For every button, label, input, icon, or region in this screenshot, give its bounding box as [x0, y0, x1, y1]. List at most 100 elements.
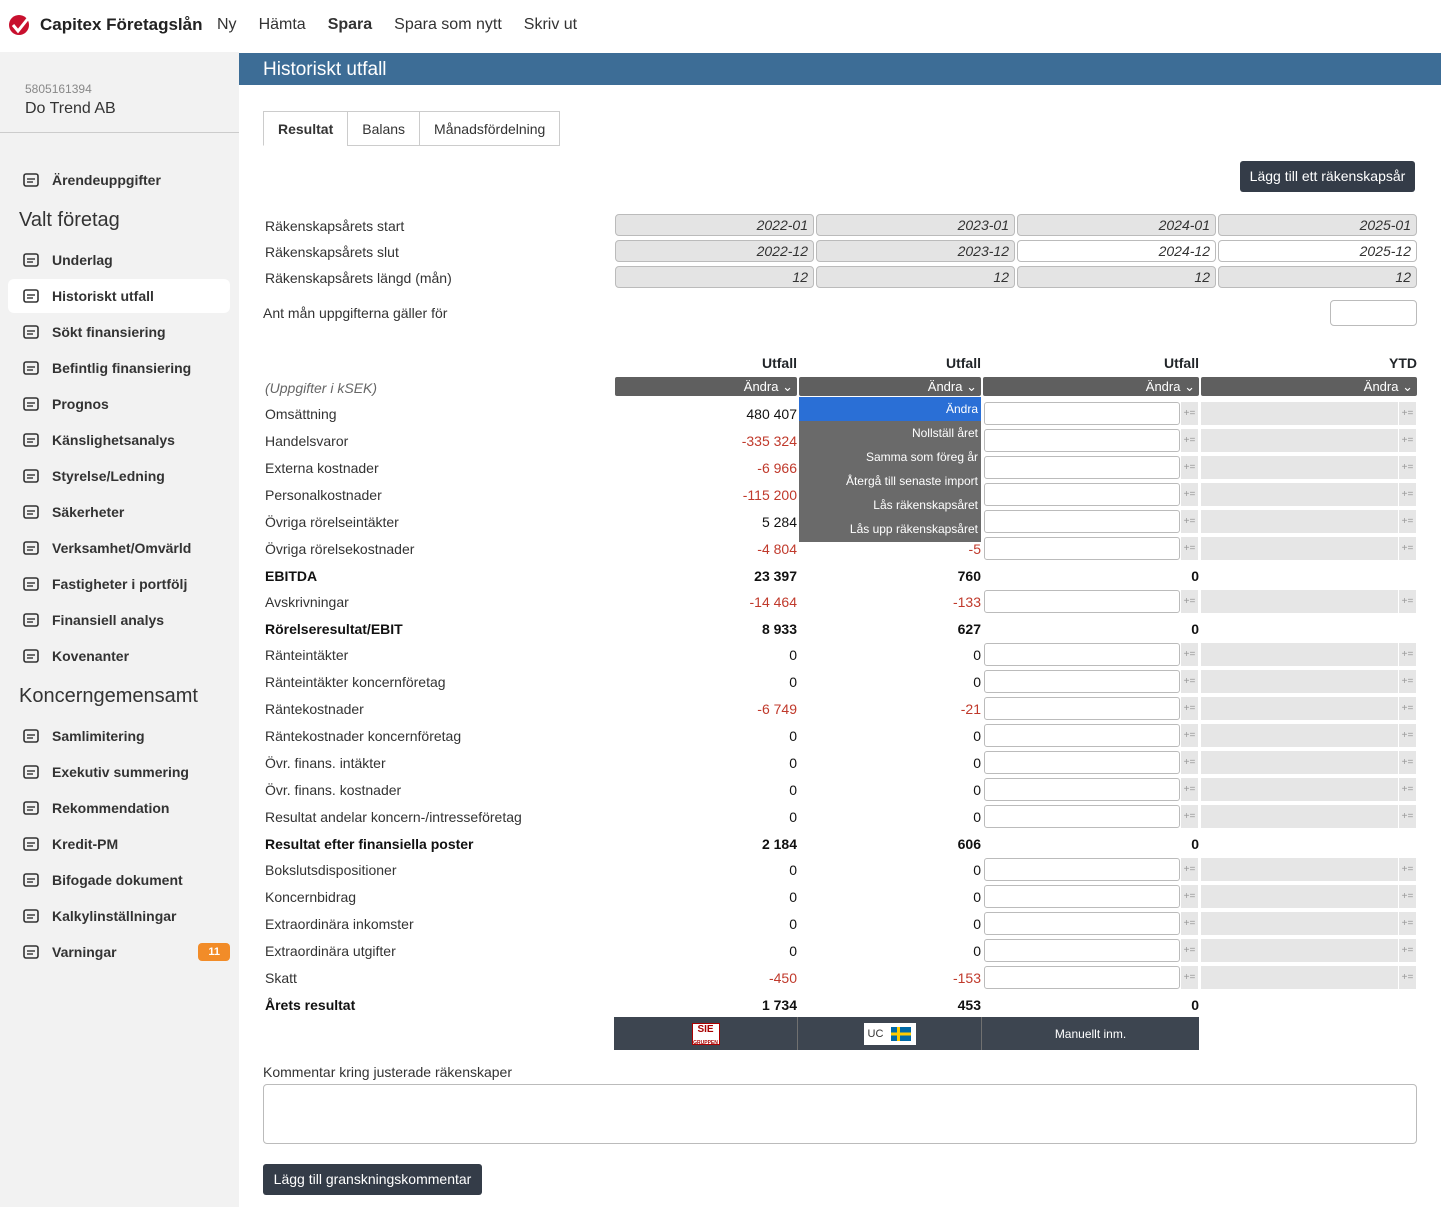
sidebar-item-prognos[interactable]: Prognos [8, 387, 230, 421]
calc-icon[interactable]: += [1181, 510, 1198, 533]
dd-atergå-import[interactable]: Återgå till senaste import [845, 474, 978, 488]
calc-icon[interactable]: += [1181, 939, 1198, 962]
tab-manadsfordelning[interactable]: Månadsfördelning [419, 111, 561, 146]
nav-spara-som-nytt[interactable]: Spara som nytt [394, 16, 502, 33]
nav-skriv-ut[interactable]: Skriv ut [523, 16, 578, 33]
calc-icon[interactable]: += [1181, 912, 1198, 935]
col-header-ytd: YTD [1389, 355, 1417, 371]
comment-textarea[interactable] [263, 1084, 1417, 1144]
nav-spara[interactable]: Spara [327, 16, 373, 33]
row-input-3[interactable] [984, 939, 1180, 962]
tab-balans[interactable]: Balans [347, 111, 421, 146]
row-input-ytd [1201, 483, 1398, 506]
row-input-3[interactable] [984, 510, 1180, 533]
sidebar-item-underlag[interactable]: Underlag [8, 243, 230, 277]
calc-icon[interactable]: += [1181, 456, 1198, 479]
row-input-3[interactable] [984, 805, 1180, 828]
nav-ny[interactable]: Ny [217, 16, 237, 33]
sidebar-item-varningar[interactable]: Varningar 11 [8, 935, 230, 969]
calc-icon[interactable]: += [1181, 697, 1198, 720]
sidebar-item-kovenanter[interactable]: Kovenanter [8, 639, 230, 673]
sidebar-item-kalkylinställningar[interactable]: Kalkylinställningar [8, 899, 230, 933]
row-input-3[interactable] [984, 402, 1180, 425]
calc-icon[interactable]: += [1181, 858, 1198, 881]
dd-andra[interactable]: Ändra [799, 397, 981, 421]
row-input-3[interactable] [984, 751, 1180, 774]
row-input-3[interactable] [984, 724, 1180, 747]
company-name: Do Trend AB [25, 100, 116, 117]
row-label: Räntekostnader [265, 701, 364, 717]
add-year-button[interactable]: Lägg till ett räkenskapsår [1240, 161, 1415, 192]
calc-icon[interactable]: += [1181, 885, 1198, 908]
sidebar-item-samlimitering[interactable]: Samlimitering [8, 719, 230, 753]
top-bar: Capitex Företagslån Ny Hämta Spara Spara… [0, 0, 1442, 52]
dd-nollstall[interactable]: Nollställ året [911, 426, 978, 440]
tab-bar: Resultat Balans Månadsfördelning [263, 111, 561, 146]
row-value-1: 0 [789, 728, 797, 744]
calc-icon: += [1399, 456, 1416, 479]
add-review-comment-button[interactable]: Lägg till granskningskommentar [263, 1164, 482, 1195]
period-start-4: 2025-01 [1218, 214, 1417, 236]
sidebar-item-verksamhet-omvärld[interactable]: Verksamhet/Omvärld [8, 531, 230, 565]
calc-icon[interactable]: += [1181, 670, 1198, 693]
row-input-3[interactable] [984, 912, 1180, 935]
col-header-3: Utfall [1164, 355, 1199, 371]
calc-icon[interactable]: += [1181, 751, 1198, 774]
sidebar-item-rekommendation[interactable]: Rekommendation [8, 791, 230, 825]
sidebar-item-säkerheter[interactable]: Säkerheter [8, 495, 230, 529]
andra-dropdown-3[interactable]: Ändra ⌄ [983, 377, 1199, 396]
brand[interactable]: Capitex Företagslån [8, 14, 203, 36]
row-input-3[interactable] [984, 966, 1180, 989]
calc-icon[interactable]: += [1181, 590, 1198, 613]
calc-icon[interactable]: += [1181, 402, 1198, 425]
calc-icon[interactable]: += [1181, 724, 1198, 747]
row-input-3[interactable] [984, 429, 1180, 452]
period-end-4[interactable]: 2025-12 [1218, 240, 1417, 262]
calc-icon[interactable]: += [1181, 429, 1198, 452]
nav-hamta[interactable]: Hämta [258, 16, 306, 33]
sidebar-item-fastigheter-i-portfölj[interactable]: Fastigheter i portfölj [8, 567, 230, 601]
sidebar-item-kredit-pm[interactable]: Kredit-PM [8, 827, 230, 861]
calc-icon[interactable]: += [1181, 643, 1198, 666]
calc-icon[interactable]: += [1181, 778, 1198, 801]
row-value-1: 0 [789, 674, 797, 690]
sidebar-item-sökt-finansiering[interactable]: Sökt finansiering [8, 315, 230, 349]
top-nav: Ny Hämta Spara Spara som nytt Skriv ut [217, 16, 599, 34]
row-input-3[interactable] [984, 697, 1180, 720]
andra-dropdown-1[interactable]: Ändra ⌄ [615, 377, 797, 396]
period-end-3[interactable]: 2024-12 [1017, 240, 1216, 262]
calc-icon[interactable]: += [1181, 805, 1198, 828]
sidebar-item-befintlig-finansiering[interactable]: Befintlig finansiering [8, 351, 230, 385]
andra-dropdown-ytd[interactable]: Ändra ⌄ [1201, 377, 1417, 396]
sidebar-divider [0, 132, 239, 133]
ant-man-input[interactable] [1330, 300, 1417, 326]
sidebar-item-känslighetsanalys[interactable]: Känslighetsanalys [8, 423, 230, 457]
dd-samma-som-foreg[interactable]: Samma som föreg år [865, 450, 978, 464]
sidebar-item-historiskt-utfall[interactable]: Historiskt utfall [8, 279, 230, 313]
dd-las[interactable]: Lås räkenskapsåret [873, 498, 978, 512]
period-end-1: 2022-12 [615, 240, 814, 262]
row-input-ytd [1201, 939, 1398, 962]
tab-resultat[interactable]: Resultat [263, 111, 349, 146]
calc-icon[interactable]: += [1181, 966, 1198, 989]
calc-icon[interactable]: += [1181, 483, 1198, 506]
sidebar-item-ärendeuppgifter[interactable]: Ärendeuppgifter [8, 163, 230, 197]
row-input-3[interactable] [984, 590, 1180, 613]
row-input-3[interactable] [984, 858, 1180, 881]
row-input-3[interactable] [984, 456, 1180, 479]
sidebar-item-bifogade-dokument[interactable]: Bifogade dokument [8, 863, 230, 897]
sidebar-item-exekutiv-summering[interactable]: Exekutiv summering [8, 755, 230, 789]
sidebar-item-finansiell-analys[interactable]: Finansiell analys [8, 603, 230, 637]
row-input-3[interactable] [984, 885, 1180, 908]
row-value-1: -115 200 [742, 487, 797, 503]
row-value-1: 0 [789, 916, 797, 932]
row-input-3[interactable] [984, 670, 1180, 693]
dd-las-upp[interactable]: Lås upp räkenskapsåret [849, 522, 978, 536]
row-input-3[interactable] [984, 483, 1180, 506]
row-input-3[interactable] [984, 643, 1180, 666]
andra-dropdown-2[interactable]: Ändra ⌄ [799, 377, 981, 396]
row-input-3[interactable] [984, 537, 1180, 560]
sidebar-item-styrelse-ledning[interactable]: Styrelse/Ledning [8, 459, 230, 493]
calc-icon[interactable]: += [1181, 537, 1198, 560]
row-input-3[interactable] [984, 778, 1180, 801]
